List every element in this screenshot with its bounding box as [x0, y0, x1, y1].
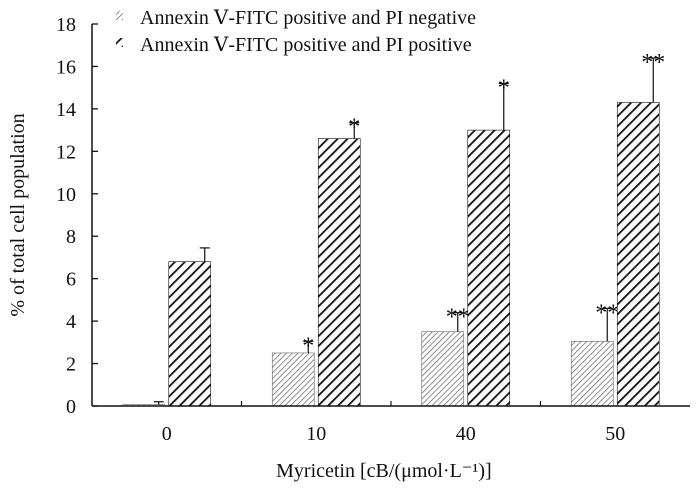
- bar-series-2-0: [168, 261, 212, 407]
- x-axis-label: Myricetin [cB/(μmol·L⁻¹)]: [276, 460, 492, 482]
- x-tick-label: 0: [162, 423, 172, 445]
- y-tick-label: 8: [66, 226, 76, 248]
- significance-label: **: [641, 50, 665, 76]
- bar-series-1-40: [421, 331, 465, 407]
- legend-item-series-1: Annexin Ⅴ-FITC positive and PI negative: [116, 7, 476, 29]
- x-axis-label-name: Myricetin: [276, 460, 355, 482]
- bar-series-2-50: [616, 102, 660, 407]
- y-tick-label: 6: [66, 269, 76, 291]
- bar-series-2-10: [317, 138, 361, 407]
- bar-series-2-40: [467, 129, 511, 407]
- y-tick-label: 16: [56, 56, 76, 78]
- y-axis-label: % of total cell population: [7, 113, 29, 316]
- y-tick-label: 12: [56, 141, 76, 163]
- y-tick-label: 14: [56, 99, 76, 121]
- significance-label: *: [302, 333, 314, 359]
- y-tick-label: 10: [56, 184, 76, 206]
- y-axis-ticks: 0 2 4 6 8 10 12 14 16 18: [56, 14, 98, 418]
- y-tick-label: 18: [56, 14, 76, 36]
- legend: Annexin Ⅴ-FITC positive and PI negative …: [116, 7, 476, 56]
- bar-series-1-10: [271, 352, 315, 407]
- bar-series-1-50: [570, 340, 614, 407]
- y-tick-label: 2: [66, 354, 76, 376]
- y-tick-label: 0: [66, 396, 76, 418]
- significance-label: *: [348, 115, 360, 141]
- legend-swatch-series-2: [116, 38, 123, 47]
- legend-item-series-2: Annexin Ⅴ-FITC positive and PI positive: [116, 34, 472, 56]
- legend-swatch-series-1: [116, 11, 123, 20]
- x-axis-ticks: 0 10 40 50: [162, 401, 625, 445]
- bars: *********: [122, 50, 665, 407]
- x-tick-label: 40: [456, 423, 476, 445]
- x-axis-label-unit: [cB/(μmol·L⁻¹)]: [360, 460, 492, 482]
- y-tick-label: 4: [66, 311, 76, 333]
- significance-label: **: [595, 300, 619, 326]
- legend-label-series-2: Annexin Ⅴ-FITC positive and PI positive: [140, 34, 472, 56]
- x-tick-label: 50: [605, 423, 625, 445]
- significance-label: **: [446, 305, 470, 331]
- significance-label: *: [498, 75, 510, 101]
- x-tick-label: 10: [306, 423, 326, 445]
- legend-label-series-1: Annexin Ⅴ-FITC positive and PI negative: [140, 7, 476, 29]
